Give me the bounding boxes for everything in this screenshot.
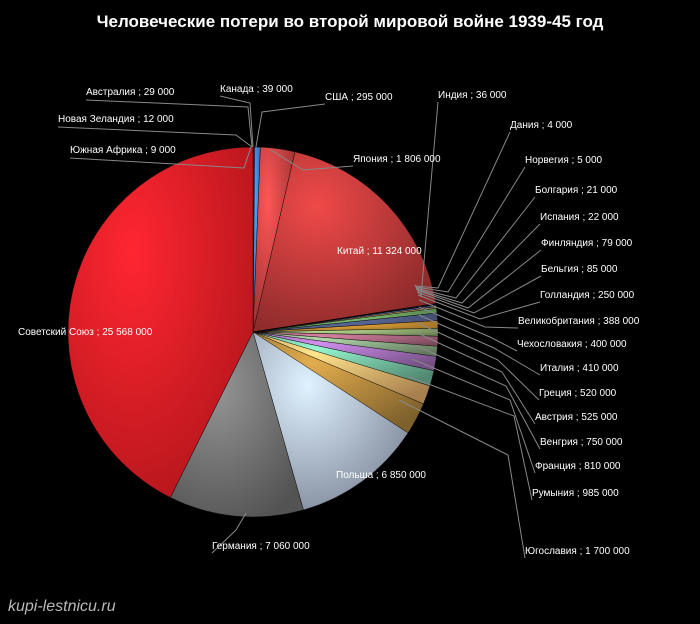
slice-label: Финляндия ; 79 000 — [541, 238, 633, 249]
leader-line — [220, 96, 253, 147]
slice-label: Новая Зеландия ; 12 000 — [58, 114, 174, 125]
leader-line — [416, 224, 540, 303]
slice-label: Югославия ; 1 700 000 — [525, 546, 630, 557]
slice-label: Дания ; 4 000 — [510, 120, 573, 131]
slice-label: Советский Союз ; 25 568 000 — [18, 327, 153, 338]
slice-label: Великобритания ; 388 000 — [518, 315, 640, 327]
slice-label: Германия ; 7 060 000 — [212, 541, 310, 552]
slice-label: Индия ; 36 000 — [438, 90, 507, 101]
leader-line — [256, 104, 325, 147]
slice-label: Чехословакия ; 400 000 — [517, 339, 627, 350]
slice-label: Бельгия ; 85 000 — [541, 264, 618, 275]
leader-line — [416, 167, 525, 292]
slice-label: Болгария ; 21 000 — [535, 185, 618, 196]
slice-label: Китай ; 11 324 000 — [337, 246, 422, 257]
slice-label: Италия ; 410 000 — [540, 363, 619, 374]
slice-label: США ; 295 000 — [325, 92, 393, 103]
slice-label: Венгрия ; 750 000 — [540, 437, 623, 448]
slice-label: Голландия ; 250 000 — [540, 290, 635, 301]
slice-label: Япония ; 1 806 000 — [353, 154, 441, 165]
leader-line — [58, 127, 252, 147]
slice-label: Норвегия ; 5 000 — [525, 155, 603, 166]
slice-label: Австралия ; 29 000 — [86, 87, 175, 98]
slice-label: Греция ; 520 000 — [539, 388, 617, 399]
pie-chart: Южная Африка ; 9 000 Новая Зеландия ; 12 … — [0, 0, 700, 624]
slice-label: Польша ; 6 850 000 — [336, 470, 426, 481]
slice-label: Румыния ; 985 000 — [532, 488, 619, 499]
slice-label: Канада ; 39 000 — [220, 84, 293, 95]
slice-label: Австрия ; 525 000 — [535, 412, 618, 423]
slice-label: Южная Африка ; 9 000 — [70, 144, 176, 156]
slice-label: Франция ; 810 000 — [535, 461, 621, 472]
slice-label: Испания ; 22 000 — [540, 212, 619, 223]
